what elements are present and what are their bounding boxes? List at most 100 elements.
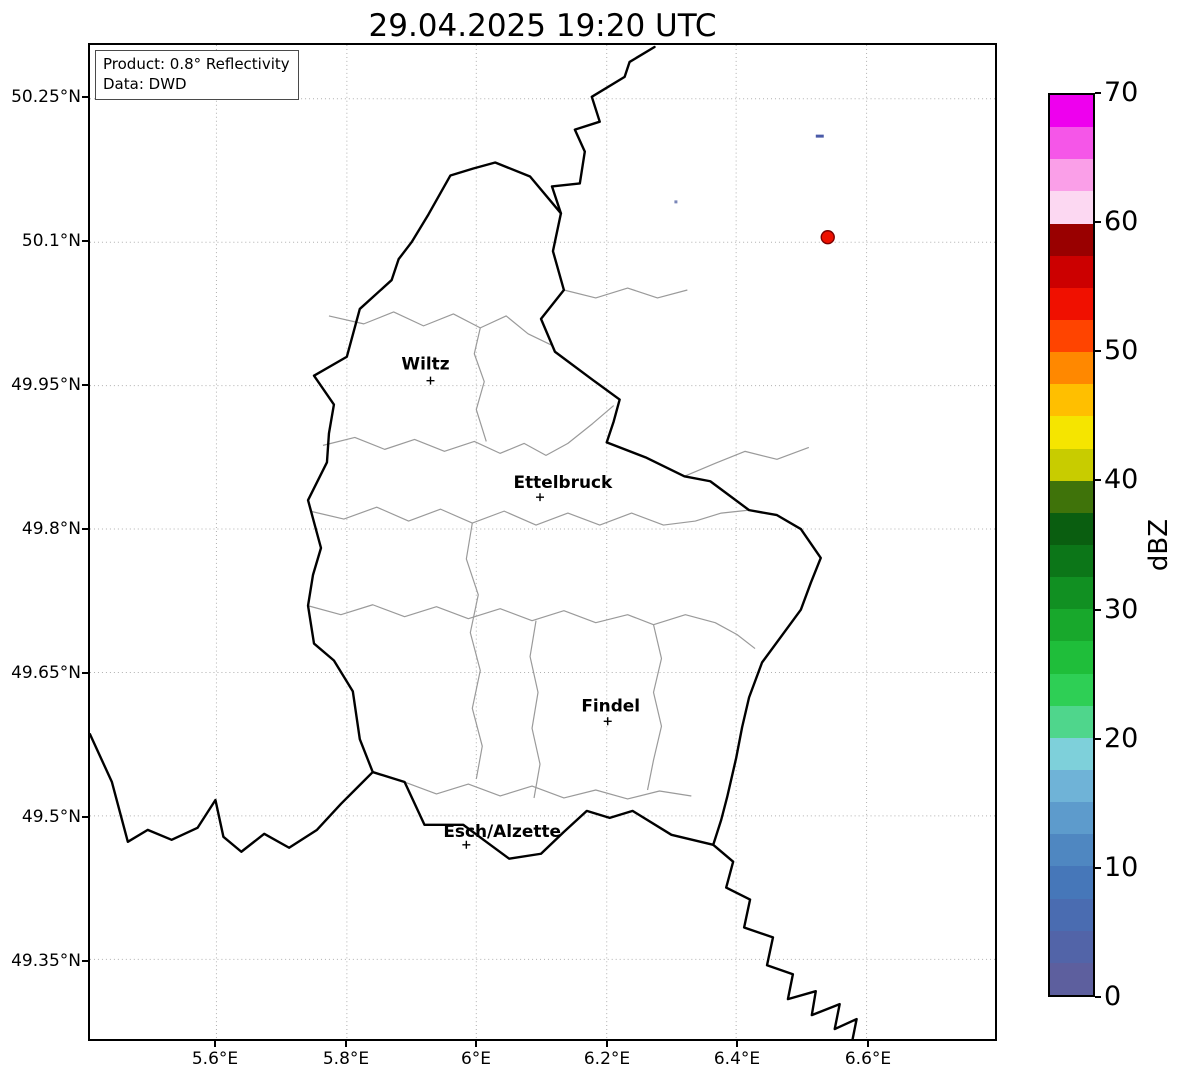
- colorbar-segment: [1050, 866, 1093, 899]
- country-border-path: [712, 843, 858, 1039]
- city-label: Wiltz: [401, 354, 449, 374]
- colorbar-tick-mark: [1095, 608, 1101, 611]
- y-tick-label: 49.65°N: [11, 663, 81, 683]
- timestamp-title: 29.04.2025 19:20 UTC: [368, 8, 717, 44]
- radar-echo: [820, 230, 835, 245]
- x-tick-mark: [345, 1041, 347, 1047]
- colorbar-tick-mark: [1095, 737, 1101, 740]
- regional-border-path: [328, 311, 554, 347]
- y-tick-label: 50.25°N: [11, 87, 81, 107]
- y-tick-mark: [82, 384, 88, 386]
- y-tick-label: 49.8°N: [21, 519, 81, 539]
- radar-echo: [674, 200, 678, 204]
- colorbar-segment: [1050, 448, 1093, 481]
- map-plot: Wiltz Ettelbruck Findel Esch/Alzette Produc…: [88, 43, 997, 1041]
- y-tick-mark: [82, 960, 88, 962]
- info-source-line: Data: DWD: [103, 75, 187, 94]
- x-tick-label: 6.4°E: [713, 1049, 761, 1069]
- city-marker: [536, 493, 544, 502]
- colorbar-segment: [1050, 802, 1093, 835]
- x-tick-mark: [214, 1041, 216, 1047]
- regional-border-path: [322, 405, 615, 456]
- x-tick-label: 6.6°E: [844, 1049, 892, 1069]
- x-tick-label: 6.2°E: [583, 1049, 631, 1069]
- regional-border-path: [529, 620, 541, 799]
- y-tick-label: 49.95°N: [11, 375, 81, 395]
- y-tick-label: 50.1°N: [21, 231, 81, 251]
- colorbar-segment: [1050, 95, 1093, 128]
- x-tick-mark: [736, 1041, 738, 1047]
- colorbar-segment: [1050, 962, 1093, 995]
- city-marker: [426, 376, 435, 385]
- y-tick-mark: [82, 240, 88, 242]
- colorbar-tick-mark: [1095, 350, 1101, 353]
- colorbar-segment: [1050, 705, 1093, 738]
- colorbar-tick-label: 20: [1104, 722, 1139, 754]
- regional-border-path: [465, 522, 483, 780]
- y-tick-mark: [82, 816, 88, 818]
- x-tick-mark: [475, 1041, 477, 1047]
- colorbar-tick-mark: [1095, 996, 1101, 998]
- colorbar-tick-mark: [1095, 866, 1101, 869]
- city-label: Esch/Alzette: [443, 821, 561, 841]
- y-tick-mark: [82, 528, 88, 530]
- info-product-line: Product: 0.8° Reflectivity: [103, 55, 290, 73]
- colorbar-tick-mark: [1095, 221, 1101, 224]
- regional-border-path: [307, 604, 654, 626]
- map-canvas: Wiltz Ettelbruck Findel Esch/Alzette: [90, 45, 995, 1039]
- colorbar-tick-label: 0: [1104, 981, 1122, 1012]
- y-tick-label: 49.5°N: [21, 807, 81, 827]
- colorbar-segment: [1050, 512, 1093, 545]
- colorbar: [1048, 93, 1095, 997]
- country-border-path: [550, 45, 656, 215]
- city-marker: [462, 840, 471, 849]
- colorbar-segment: [1050, 416, 1093, 449]
- x-tick-mark: [867, 1041, 869, 1047]
- radar-echo: [815, 134, 824, 138]
- regional-border-path: [309, 506, 750, 526]
- colorbar-segment: [1050, 159, 1093, 192]
- colorbar-tick-mark: [1095, 92, 1101, 94]
- colorbar-segment: [1050, 609, 1093, 642]
- colorbar-segment: [1050, 641, 1093, 674]
- y-tick-mark: [82, 672, 88, 674]
- colorbar-segment: [1050, 737, 1093, 770]
- colorbar-segment: [1050, 352, 1093, 385]
- x-tick-label: 6°E: [460, 1049, 492, 1069]
- colorbar-segment: [1050, 223, 1093, 256]
- colorbar-tick-label: 70: [1104, 77, 1139, 108]
- colorbar-segment: [1050, 834, 1093, 867]
- colorbar-segment: [1050, 255, 1093, 288]
- city-label: Ettelbruck: [514, 472, 613, 492]
- colorbar-segment: [1050, 673, 1093, 706]
- x-tick-label: 5.8°E: [322, 1049, 370, 1069]
- x-tick-mark: [606, 1041, 608, 1047]
- regional-border-path: [653, 614, 756, 650]
- city-label: Findel: [581, 695, 640, 715]
- city-marker: [603, 717, 612, 726]
- regional-border-path: [646, 624, 663, 791]
- colorbar-segment: [1050, 480, 1093, 513]
- colorbar-segment: [1050, 577, 1093, 610]
- country-border-path: [90, 733, 374, 853]
- colorbar-tick-label: 10: [1104, 851, 1139, 883]
- regional-border-path: [404, 781, 692, 800]
- colorbar-segment: [1050, 544, 1093, 578]
- y-tick-label: 49.35°N: [11, 951, 81, 971]
- regional-border-path: [684, 446, 810, 477]
- colorbar-tick-label: 60: [1104, 206, 1139, 238]
- colorbar-tick-mark: [1095, 479, 1101, 482]
- colorbar-segment: [1050, 127, 1093, 160]
- colorbar-segment: [1050, 191, 1093, 224]
- y-tick-mark: [82, 96, 88, 98]
- colorbar-tick-label: 40: [1104, 464, 1139, 496]
- colorbar-tick-label: 50: [1104, 335, 1139, 367]
- colorbar-segment: [1050, 319, 1093, 353]
- regional-border-path: [563, 287, 688, 299]
- colorbar-segment: [1050, 287, 1093, 320]
- info-box: Product: 0.8° Reflectivity Data: DWD: [95, 50, 299, 100]
- colorbar-tick-label: 30: [1104, 593, 1139, 625]
- colorbar-segment: [1050, 930, 1093, 963]
